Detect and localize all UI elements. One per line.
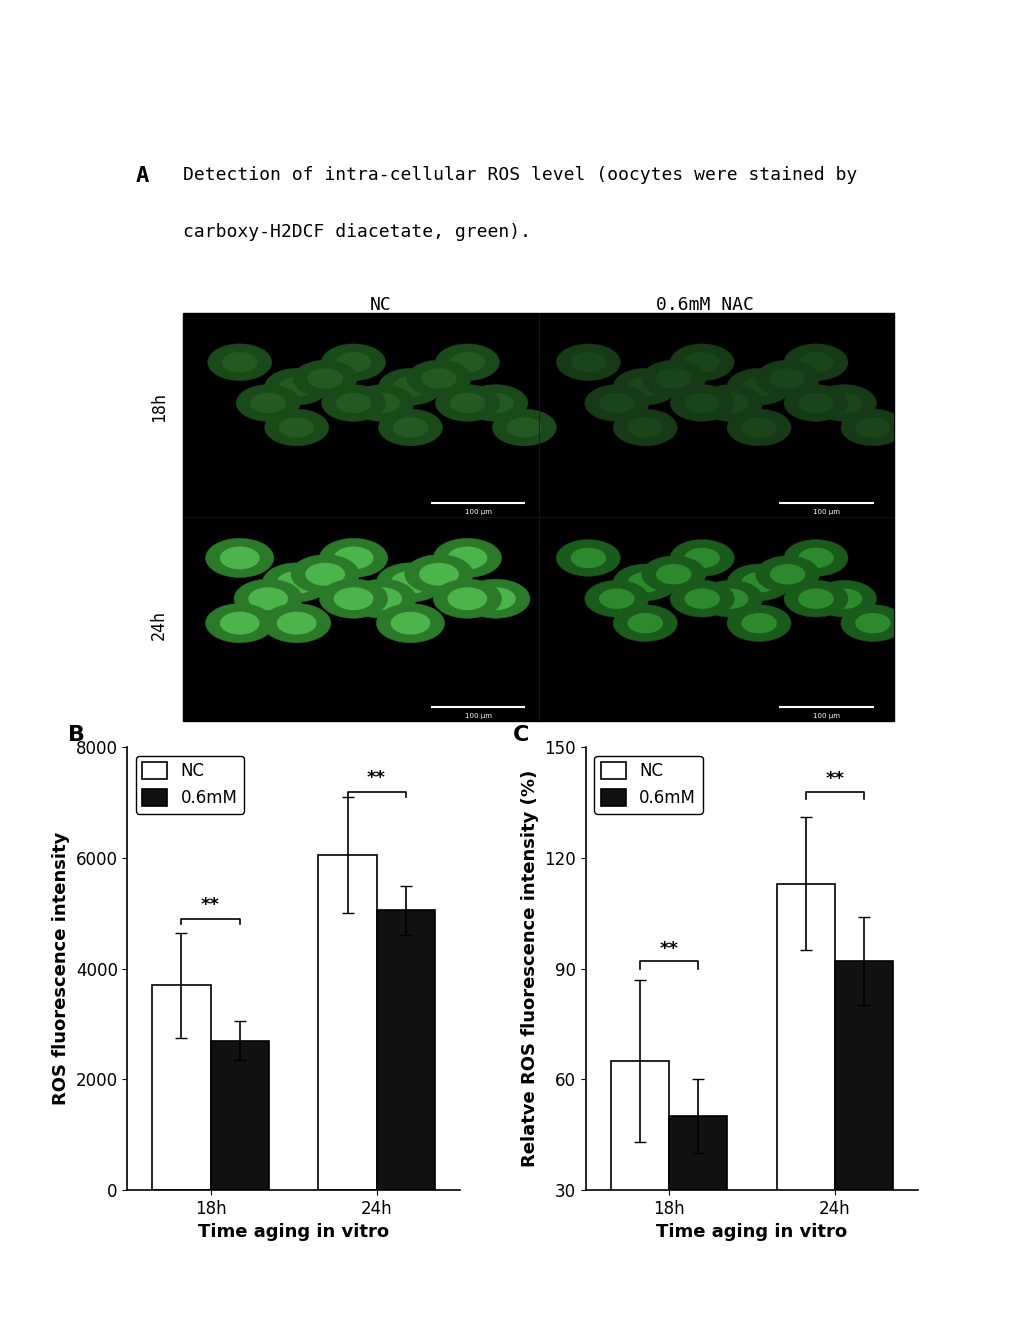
Bar (376, 910, 434, 1190)
Text: **: ** (658, 940, 678, 957)
X-axis label: Time aging in vitro: Time aging in vitro (655, 1223, 847, 1241)
Bar (210, 1040, 268, 1190)
Legend: NC, 0.6mM: NC, 0.6mM (136, 755, 245, 814)
Text: carboxy-H2DCF diacetate, green).: carboxy-H2DCF diacetate, green). (182, 223, 530, 241)
Bar (776, 884, 835, 1301)
Text: **: ** (201, 896, 220, 915)
Text: **: ** (367, 769, 386, 787)
Text: 24h: 24h (150, 610, 168, 639)
X-axis label: Time aging in vitro: Time aging in vitro (198, 1223, 389, 1241)
Text: Detection of intra-cellular ROS level (oocytes were stained by: Detection of intra-cellular ROS level (o… (182, 166, 856, 185)
Bar (835, 961, 893, 1301)
Bar (152, 985, 210, 1190)
Text: 0.6mM NAC: 0.6mM NAC (655, 297, 753, 314)
Text: A: A (136, 166, 149, 186)
FancyBboxPatch shape (182, 313, 894, 721)
Legend: NC, 0.6mM: NC, 0.6mM (594, 755, 702, 814)
Text: NC: NC (369, 297, 391, 314)
Y-axis label: ROS fluorescence intensity: ROS fluorescence intensity (52, 832, 70, 1106)
Text: **: ** (824, 770, 844, 787)
Bar (610, 1060, 668, 1301)
Text: B: B (67, 725, 85, 745)
Text: C: C (513, 725, 529, 745)
Bar (668, 1116, 727, 1301)
Bar (318, 856, 376, 1190)
Y-axis label: Relatve ROS fluorescence intensity (%): Relatve ROS fluorescence intensity (%) (521, 770, 538, 1167)
Text: 18h: 18h (150, 392, 168, 421)
